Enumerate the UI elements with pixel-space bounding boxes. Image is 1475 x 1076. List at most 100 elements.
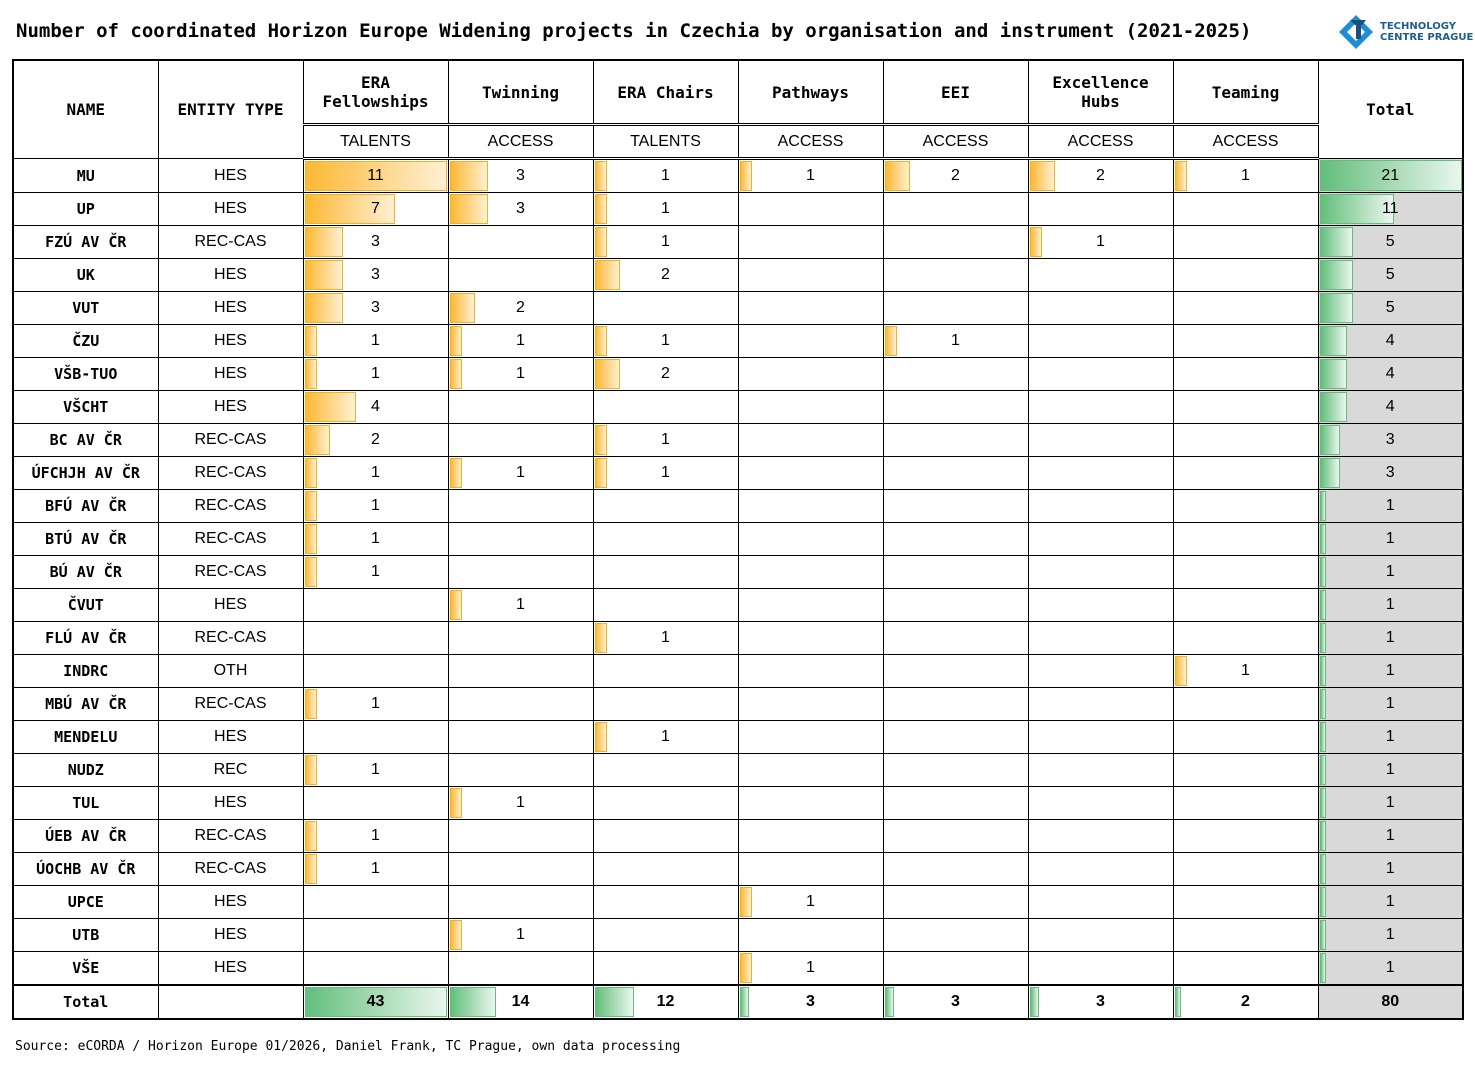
instrument-cell — [882, 522, 1029, 556]
instrument-cell: 1 — [592, 192, 739, 226]
data-bar — [449, 194, 489, 224]
cell-value: 4 — [1385, 398, 1395, 415]
instrument-cell: 1 — [882, 324, 1029, 358]
cell-value: 1 — [1385, 926, 1395, 943]
instrument-cell: 3 — [302, 291, 449, 325]
header-action: ACCESS — [737, 123, 884, 160]
row-total-cell: 1 — [1317, 786, 1464, 820]
logo-text-line2: CENTRE PRAGUE — [1380, 32, 1474, 43]
entity-type: HES — [157, 158, 304, 193]
instrument-cell — [882, 918, 1029, 952]
data-bar — [304, 491, 318, 521]
cell-value: 3 — [1385, 431, 1395, 448]
table-row: NUDZ REC 1 1 — [12, 753, 1464, 787]
instrument-cell: 1 — [447, 324, 594, 358]
cell-value: 1 — [1385, 629, 1395, 646]
instrument-cell — [1027, 819, 1174, 853]
instrument-cell: 1 — [1172, 654, 1319, 688]
instrument-cell: 1 — [302, 555, 449, 589]
cell-value: 12 — [656, 993, 675, 1010]
totals-row: Total 43 14 12 3 3 3 2 80 — [12, 984, 1464, 1020]
total-data-bar — [1319, 557, 1327, 587]
instrument-cell — [1027, 786, 1174, 820]
instrument-cell — [882, 687, 1029, 721]
instrument-cell — [1027, 324, 1174, 358]
instrument-cell — [1172, 258, 1319, 292]
instrument-cell — [592, 291, 739, 325]
instrument-cell — [882, 225, 1029, 259]
instrument-cell: 1 — [302, 522, 449, 556]
entity-type: REC-CAS — [157, 687, 304, 721]
instrument-cell — [1172, 720, 1319, 754]
data-bar — [304, 227, 344, 257]
data-bar — [1174, 656, 1188, 686]
row-total-cell: 1 — [1317, 621, 1464, 655]
cell-value: 1 — [1385, 530, 1395, 547]
instrument-cell — [1172, 291, 1319, 325]
organisation-name: FLÚ AV ČR — [12, 621, 159, 655]
row-total-cell: 1 — [1317, 555, 1464, 589]
instrument-cell — [1027, 423, 1174, 457]
instrument-cell: 1 — [302, 687, 449, 721]
row-total-cell: 4 — [1317, 357, 1464, 391]
instrument-cell — [737, 324, 884, 358]
cell-value: 1 — [516, 794, 525, 811]
instrument-cell — [882, 951, 1029, 986]
cell-value: 2 — [1096, 167, 1105, 184]
instrument-cell — [1172, 852, 1319, 886]
instrument-cell: 1 — [1172, 158, 1319, 193]
cell-value: 1 — [1385, 497, 1395, 514]
instrument-cell: 1 — [592, 324, 739, 358]
data-bar — [449, 359, 463, 389]
cell-value: 1 — [806, 167, 815, 184]
total-data-bar — [1319, 359, 1347, 389]
cell-value: 2 — [516, 299, 525, 316]
organisation-name: UP — [12, 192, 159, 226]
table-row: TUL HES 1 1 — [12, 786, 1464, 820]
entity-type: REC-CAS — [157, 456, 304, 490]
row-total-cell: 4 — [1317, 390, 1464, 424]
table-row: VŠCHT HES 4 4 — [12, 390, 1464, 424]
cell-value: 1 — [1385, 695, 1395, 712]
data-bar — [739, 887, 753, 917]
instrument-cell — [882, 786, 1029, 820]
row-total-cell: 1 — [1317, 687, 1464, 721]
total-data-bar — [739, 987, 750, 1017]
total-data-bar — [1319, 821, 1327, 851]
organisation-name: NUDZ — [12, 753, 159, 787]
instrument-cell: 1 — [302, 489, 449, 523]
table-row: BC AV ČR REC-CAS 2 1 3 — [12, 423, 1464, 457]
entity-type: REC-CAS — [157, 489, 304, 523]
instrument-cell — [1027, 555, 1174, 589]
data-bar — [884, 161, 911, 191]
instrument-cell: 1 — [302, 753, 449, 787]
cell-value: 1 — [516, 596, 525, 613]
header-instrument: Pathways — [737, 59, 884, 125]
instrument-cell — [882, 885, 1029, 919]
instrument-cell — [737, 390, 884, 424]
cell-value: 1 — [661, 431, 670, 448]
cell-value: 2 — [661, 266, 670, 283]
data-bar — [304, 854, 318, 884]
column-total-cell: 14 — [447, 984, 594, 1020]
total-data-bar — [1319, 722, 1327, 752]
header-instrument: ERA Fellowships — [302, 59, 449, 125]
cell-value: 1 — [1385, 827, 1395, 844]
entity-type: REC-CAS — [157, 555, 304, 589]
data-bar — [449, 920, 463, 950]
organisation-name: INDRC — [12, 654, 159, 688]
total-data-bar — [1319, 293, 1354, 323]
row-total-cell: 1 — [1317, 588, 1464, 622]
cell-value: 1 — [371, 497, 380, 514]
table-row: VUT HES 3 2 5 — [12, 291, 1464, 325]
cell-value: 1 — [806, 893, 815, 910]
table-row: ÚFCHJH AV ČR REC-CAS 1 1 1 3 — [12, 456, 1464, 490]
table-row: VŠB-TUO HES 1 1 2 4 — [12, 357, 1464, 391]
instrument-cell — [592, 753, 739, 787]
header-instrument: Twinning — [447, 59, 594, 125]
data-bar — [304, 359, 318, 389]
header-action: TALENTS — [302, 123, 449, 160]
entity-type: HES — [157, 885, 304, 919]
instrument-cell — [1172, 456, 1319, 490]
organisation-name: ÚOCHB AV ČR — [12, 852, 159, 886]
